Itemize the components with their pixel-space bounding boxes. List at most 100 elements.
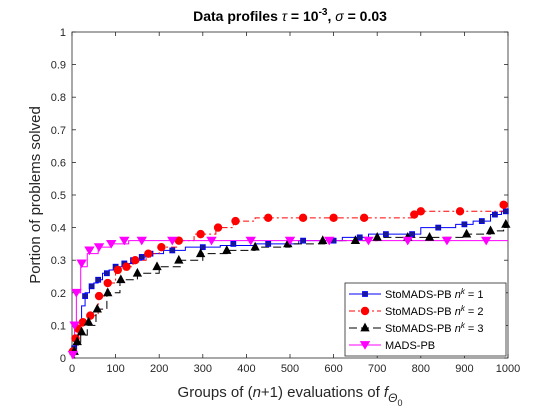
y-tick-label: 0.6 bbox=[51, 157, 66, 169]
series-1-marker bbox=[88, 283, 95, 290]
series-2-marker bbox=[131, 256, 140, 265]
legend-box bbox=[344, 282, 507, 357]
series-2-marker bbox=[416, 207, 425, 216]
legend-label-3: StoMADS-PB nk = 3 bbox=[385, 321, 483, 335]
series-2-marker bbox=[157, 242, 166, 252]
legend: StoMADS-PB nk = 1 StoMADS-PB nk = 2 StoMAD… bbox=[344, 282, 507, 357]
series-3-marker bbox=[372, 232, 382, 241]
series-2-marker bbox=[359, 213, 369, 223]
series-1-marker bbox=[265, 240, 272, 247]
series-4-marker bbox=[76, 259, 87, 269]
legend-marker-4 bbox=[359, 341, 371, 350]
series-2-marker bbox=[113, 265, 122, 275]
series-4-marker bbox=[324, 236, 335, 246]
series-1-marker bbox=[383, 231, 389, 238]
series-4-marker bbox=[67, 350, 79, 360]
y-tick-label: 0.2 bbox=[51, 288, 66, 300]
series-1-marker bbox=[138, 254, 145, 260]
series-4-marker bbox=[206, 236, 217, 246]
series-3-marker bbox=[174, 254, 184, 264]
series-2-marker bbox=[103, 278, 112, 288]
series-2-marker bbox=[264, 213, 273, 223]
legend-label-1: StoMADS-PB nk = 1 bbox=[385, 287, 483, 301]
series-4-marker bbox=[284, 236, 296, 246]
series-1-marker bbox=[478, 218, 485, 224]
series-1-marker bbox=[169, 247, 176, 254]
series-4-marker bbox=[441, 236, 453, 246]
series-3-marker bbox=[152, 261, 162, 271]
y-tick-label: 0.5 bbox=[51, 190, 66, 202]
series-4-marker bbox=[136, 236, 147, 246]
x-tick-label: 700 bbox=[368, 363, 386, 375]
series-4-marker bbox=[167, 236, 178, 246]
series-1-marker bbox=[95, 276, 102, 283]
series-1-marker bbox=[502, 208, 509, 215]
series-4-marker bbox=[119, 236, 130, 246]
series-2-marker bbox=[86, 311, 95, 320]
x-tick-label: 1000 bbox=[496, 363, 520, 375]
legend-marker-2 bbox=[360, 306, 370, 316]
series-2-marker bbox=[144, 249, 153, 258]
series-3-marker bbox=[83, 316, 94, 326]
series-3-marker bbox=[318, 235, 328, 245]
legend-marker-1 bbox=[362, 291, 368, 297]
x-tick-label: 600 bbox=[324, 363, 342, 375]
series-3-marker bbox=[92, 303, 102, 313]
series-3-marker bbox=[350, 235, 361, 245]
series-1-marker bbox=[230, 240, 237, 247]
series-3-marker bbox=[222, 245, 232, 254]
series-line-1 bbox=[72, 210, 508, 359]
series-3-marker bbox=[76, 326, 87, 336]
series-1-marker bbox=[461, 221, 468, 228]
y-tick-label: 0.4 bbox=[51, 223, 66, 235]
series-2-marker bbox=[122, 262, 131, 271]
series-3-marker bbox=[116, 274, 126, 284]
series-1-marker bbox=[409, 231, 415, 238]
series-1-marker bbox=[435, 224, 442, 231]
series-2-marker bbox=[196, 229, 205, 239]
series-4-marker bbox=[71, 288, 82, 298]
series-2-marker bbox=[410, 210, 419, 219]
y-tick-label: 0.1 bbox=[51, 320, 66, 332]
series-4-marker bbox=[402, 236, 413, 246]
y-tick-label: 0 bbox=[60, 353, 66, 365]
series-1-marker bbox=[300, 237, 306, 244]
series-line-3 bbox=[72, 223, 508, 359]
legend-label-2: StoMADS-PB nk = 2 bbox=[385, 304, 483, 318]
series-4-marker bbox=[84, 246, 95, 256]
series-2-marker bbox=[455, 207, 465, 216]
y-axis-label: Portion of problems solved bbox=[27, 106, 44, 284]
series-4-marker bbox=[363, 236, 374, 246]
x-tick-label: 400 bbox=[237, 363, 255, 375]
series-2-marker bbox=[213, 223, 223, 232]
axis-ticks: 0 100 200 300 400 500 600 700 800 900 1000 0 0.1 0.2 0… bbox=[51, 27, 521, 375]
x-tick-label: 800 bbox=[412, 363, 430, 375]
x-axis-label: Groups of (n+1) evaluations of fΘ0 bbox=[178, 384, 403, 408]
series-markers bbox=[67, 200, 511, 360]
series-2-marker bbox=[94, 291, 104, 301]
x-tick-label: 900 bbox=[455, 363, 473, 375]
series-3-marker bbox=[132, 267, 143, 277]
series-2-marker bbox=[329, 213, 338, 223]
chart-title: Data profiles τ = 10-3, σ = 0.03 bbox=[193, 7, 387, 24]
x-tick-label: 0 bbox=[69, 363, 75, 375]
series-1-marker bbox=[199, 244, 206, 251]
series-2-marker bbox=[231, 216, 240, 226]
y-tick-label: 0.9 bbox=[51, 60, 66, 72]
series-3-marker bbox=[501, 218, 511, 228]
y-tick-label: 0.8 bbox=[51, 92, 66, 104]
x-tick-label: 300 bbox=[194, 363, 212, 375]
series-1-marker bbox=[356, 234, 363, 241]
legend-label-4: MADS-PB bbox=[385, 340, 435, 352]
series-4-marker bbox=[106, 239, 117, 249]
series-3-marker bbox=[195, 248, 206, 258]
series-2-marker bbox=[499, 200, 508, 209]
y-tick-label: 0.3 bbox=[51, 255, 66, 267]
x-tick-label: 200 bbox=[150, 363, 168, 375]
series-3-marker bbox=[461, 228, 472, 238]
series-3-marker bbox=[250, 241, 260, 251]
series-1-marker bbox=[82, 293, 88, 299]
series-4-marker bbox=[69, 321, 80, 331]
series-3-marker bbox=[485, 225, 496, 235]
